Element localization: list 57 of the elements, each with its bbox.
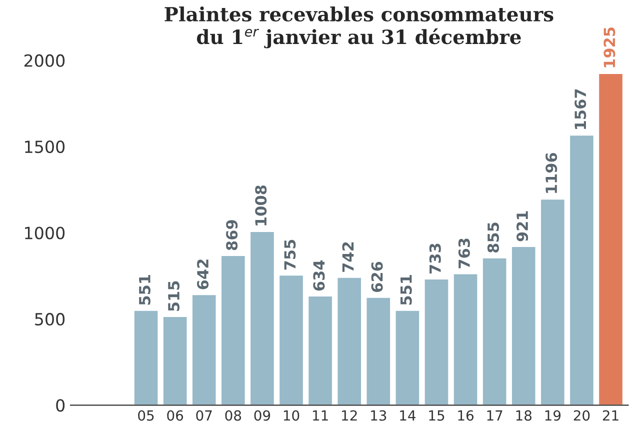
bar [568, 134, 595, 406]
x-tick-label: 12 [342, 410, 357, 421]
bar [278, 274, 304, 406]
x-tick-label: 13 [371, 410, 386, 421]
x-tick-label: 11 [312, 410, 328, 421]
x-tick-label: 19 [545, 410, 561, 421]
y-tick-label: 0 [56, 399, 65, 412]
bar [598, 72, 624, 406]
data-label: 921 [516, 211, 528, 242]
x-tick-label: 10 [284, 410, 300, 421]
bar [540, 198, 566, 406]
bar [423, 278, 450, 406]
data-label: 551 [400, 274, 412, 305]
data-label: 1567 [574, 89, 586, 129]
bar [162, 316, 188, 406]
data-label: 551 [139, 274, 150, 305]
bar [307, 295, 334, 406]
data-label: 1925 [604, 28, 616, 68]
x-tick-label: 16 [458, 410, 474, 421]
chart-title: Plaintes recevables consommateurs du 1$^{er}$ janvier au 31 décembre [164, 6, 554, 48]
x-tick-label: 07 [196, 410, 212, 421]
x-tick-label: 20 [574, 410, 590, 421]
data-label: 1196 [546, 152, 558, 193]
y-tick-label: 1000 [25, 226, 65, 240]
bar [132, 309, 160, 406]
x-tick-label: 17 [487, 410, 502, 421]
bar [249, 230, 276, 406]
x-tick-label: 21 [602, 410, 618, 421]
x-tick-label: 14 [400, 410, 416, 421]
data-label: 642 [196, 260, 209, 290]
x-tick-label: 15 [429, 410, 444, 421]
data-label: 634 [313, 260, 325, 291]
y-tick-label: 2000 [24, 54, 65, 67]
y-tick-label: 500 [35, 312, 65, 326]
data-label: 1008 [255, 185, 267, 226]
x-tick-label: 09 [254, 410, 270, 421]
data-label: 742 [342, 242, 354, 272]
data-label: 515 [168, 281, 180, 311]
bar [510, 246, 537, 406]
data-label: 855 [487, 222, 500, 252]
bar [191, 294, 218, 406]
bar [365, 296, 392, 406]
data-label: 626 [371, 262, 383, 292]
data-label: 733 [429, 244, 441, 274]
x-tick-label: 06 [167, 410, 184, 421]
bar [220, 254, 246, 406]
x-tick-label: 05 [138, 410, 154, 421]
bar [336, 276, 362, 406]
data-label: 869 [226, 220, 238, 250]
data-label: 755 [284, 240, 296, 270]
x-tick-label: 08 [225, 410, 242, 421]
y-tick-label: 1500 [25, 140, 65, 154]
x-tick-label: 18 [516, 410, 532, 421]
data-label: 763 [458, 238, 470, 268]
bar [394, 309, 420, 406]
bar [482, 257, 508, 406]
bar [452, 272, 479, 406]
